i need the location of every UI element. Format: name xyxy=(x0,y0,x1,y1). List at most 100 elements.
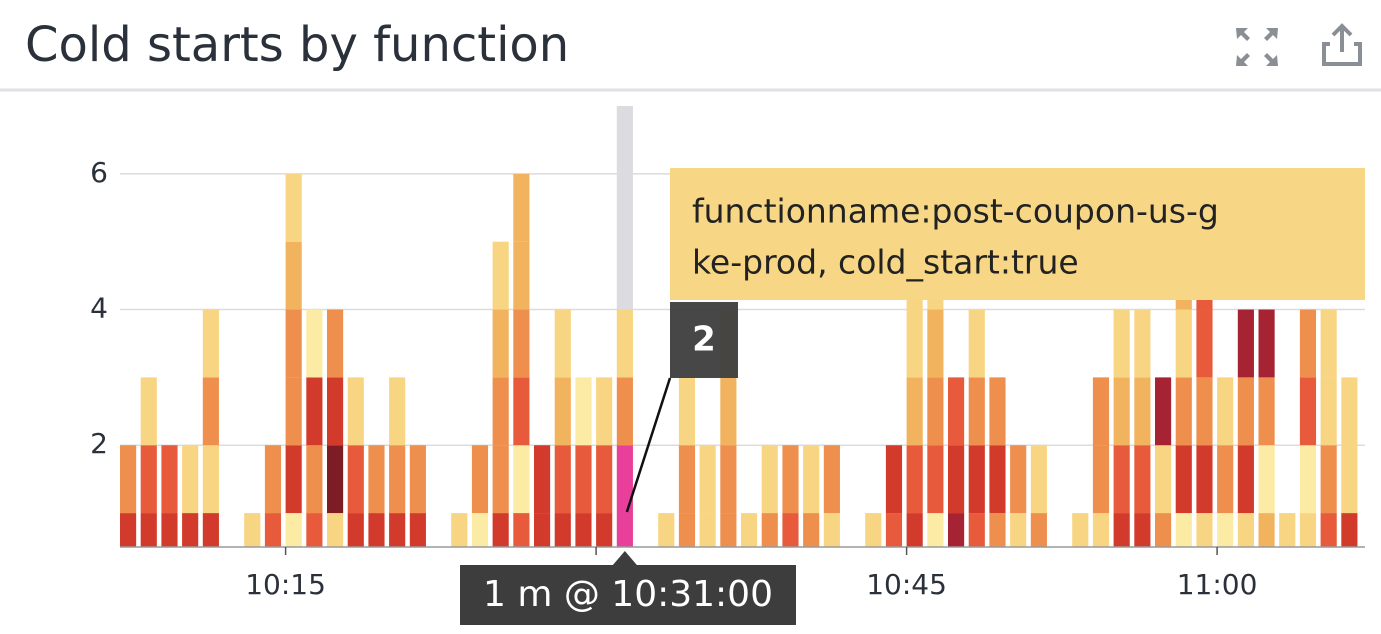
bar-segment xyxy=(534,445,551,514)
bar-segment xyxy=(948,445,965,514)
bar-segment xyxy=(720,445,737,514)
bar-segment xyxy=(596,513,613,547)
bar-segment xyxy=(202,309,219,378)
bar-segment xyxy=(1237,513,1254,547)
bar-segment xyxy=(1155,513,1172,547)
bar-segment xyxy=(1320,513,1337,547)
y-tick-label: 4 xyxy=(90,292,108,325)
bar-segment xyxy=(327,377,344,446)
bar-segment xyxy=(1341,377,1358,446)
bar-segment xyxy=(1258,513,1275,547)
bar-segment xyxy=(202,377,219,446)
bar-segment xyxy=(1196,309,1213,378)
bar-segment xyxy=(1320,445,1337,514)
bar-segment xyxy=(409,513,426,547)
bar-segment xyxy=(1196,445,1213,514)
tooltip-text: functionname:post-coupon-us-g xyxy=(692,192,1219,231)
hover-column xyxy=(616,106,633,310)
y-tick-label: 6 xyxy=(90,156,108,189)
bar-segment xyxy=(409,445,426,514)
bar-segment xyxy=(678,445,696,514)
bar-segment xyxy=(513,241,530,310)
bar-segment xyxy=(1258,309,1275,378)
bar-segment xyxy=(782,513,799,547)
bar-segment xyxy=(1072,513,1089,547)
bar-segment xyxy=(285,173,302,242)
bar-segment xyxy=(968,377,985,446)
bar-segment xyxy=(1196,513,1213,547)
bar-segment xyxy=(989,513,1006,547)
x-tick-label: 11:00 xyxy=(1177,568,1258,601)
bar-segment xyxy=(948,377,965,446)
bar-segment xyxy=(244,513,261,547)
bar-segment xyxy=(347,377,364,446)
bar-segment xyxy=(1217,377,1234,446)
bar-segment xyxy=(906,445,923,514)
bar-segment xyxy=(1258,445,1275,514)
x-tick-label: 10:15 xyxy=(245,568,326,601)
bar-segment xyxy=(1341,513,1358,547)
bar-segment xyxy=(1010,513,1027,547)
bar-segment xyxy=(1237,445,1254,514)
bar-segment xyxy=(368,513,385,547)
bar-segment xyxy=(678,513,696,547)
bar-segment xyxy=(161,513,178,547)
bar-segment xyxy=(906,377,923,446)
bar-segment xyxy=(306,377,323,446)
bar-segment xyxy=(1217,513,1234,547)
bar-segment xyxy=(803,445,820,514)
bar-segment xyxy=(327,513,344,547)
share-icon[interactable] xyxy=(1322,23,1362,66)
bar-segment xyxy=(699,513,716,547)
bar-segment xyxy=(616,445,633,547)
bar-segment xyxy=(1134,445,1151,514)
bar-segment xyxy=(182,513,199,547)
bar-segment xyxy=(554,377,571,446)
bar-segment xyxy=(1113,309,1130,378)
bar-segment xyxy=(1113,445,1130,514)
bar-segment xyxy=(513,445,530,514)
tooltip-box xyxy=(670,168,1365,300)
bar-segment xyxy=(1299,513,1317,547)
bar-segment xyxy=(678,377,696,446)
bar-segment xyxy=(1113,377,1130,446)
bar-segment xyxy=(948,513,965,547)
bar-segment xyxy=(1155,377,1172,446)
bar-segment xyxy=(616,377,633,446)
bar-segment xyxy=(1196,377,1213,446)
bar-segment xyxy=(575,377,592,446)
expand-icon[interactable] xyxy=(1236,28,1278,66)
bar-segment xyxy=(885,445,903,514)
bar-segment xyxy=(347,445,364,514)
bar-segment xyxy=(699,445,716,514)
bar-segment xyxy=(927,513,944,547)
x-tick-label: 10:45 xyxy=(866,568,947,601)
bar-segment xyxy=(989,445,1006,514)
bar-segment xyxy=(1113,513,1130,547)
bar-segment xyxy=(1320,309,1337,378)
bar-segment xyxy=(140,445,157,514)
bar-segment xyxy=(1134,309,1151,378)
bar-segment xyxy=(327,445,344,514)
bar-segment xyxy=(1258,377,1275,446)
bar-segment xyxy=(989,377,1006,446)
bar-segment xyxy=(1320,377,1337,446)
bar-segment xyxy=(1217,445,1234,514)
bar-segment xyxy=(616,309,633,378)
bar-segment xyxy=(1175,377,1192,446)
bar-segment xyxy=(1175,445,1192,514)
widget-title: Cold starts by function xyxy=(25,17,569,73)
bar-segment xyxy=(161,445,178,514)
bar-segment xyxy=(1237,309,1254,378)
bar-segment xyxy=(554,309,571,378)
bar-segment xyxy=(513,173,530,242)
bar-segment xyxy=(720,377,737,446)
bar-segment xyxy=(471,513,489,547)
bar-segment xyxy=(968,309,985,378)
bar-segment xyxy=(513,309,530,378)
value-box xyxy=(670,302,738,378)
bar-segment xyxy=(1299,309,1317,378)
bar-segment xyxy=(264,445,282,514)
bar-segment xyxy=(202,513,219,547)
